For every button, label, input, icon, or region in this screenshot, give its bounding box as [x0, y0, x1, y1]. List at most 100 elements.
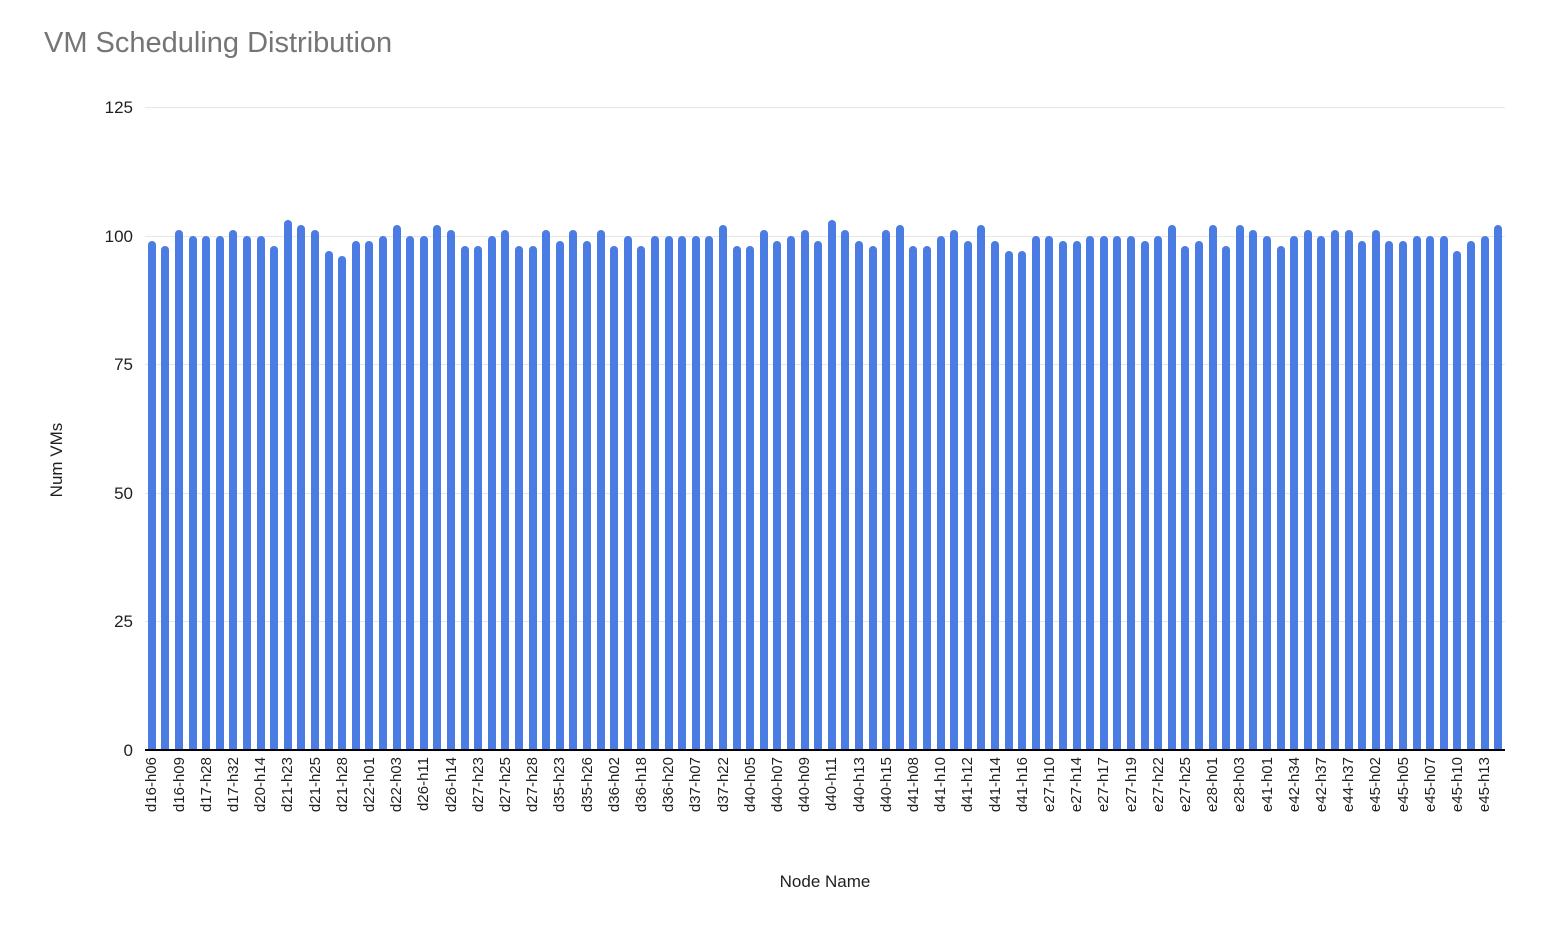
- bar[interactable]: [1276, 245, 1285, 750]
- bar[interactable]: [1494, 225, 1503, 750]
- bar[interactable]: [1004, 251, 1013, 750]
- bar[interactable]: [542, 230, 551, 750]
- bar[interactable]: [256, 235, 265, 750]
- bar[interactable]: [1086, 235, 1095, 750]
- bar[interactable]: [379, 235, 387, 750]
- bar[interactable]: [243, 235, 251, 750]
- bar[interactable]: [433, 225, 442, 750]
- bar[interactable]: [406, 235, 415, 750]
- bar[interactable]: [515, 245, 523, 750]
- bar[interactable]: [1399, 240, 1407, 750]
- bar[interactable]: [501, 230, 510, 750]
- bar[interactable]: [909, 245, 918, 750]
- bar[interactable]: [814, 240, 823, 750]
- bar[interactable]: [651, 235, 659, 750]
- bar[interactable]: [977, 225, 986, 750]
- bar[interactable]: [215, 235, 224, 750]
- bar[interactable]: [1385, 240, 1394, 750]
- bar[interactable]: [719, 225, 727, 750]
- bar[interactable]: [1181, 245, 1190, 750]
- bar[interactable]: [1249, 230, 1258, 750]
- bar[interactable]: [691, 235, 700, 750]
- bar[interactable]: [868, 245, 877, 750]
- bar[interactable]: [1426, 235, 1435, 750]
- bar[interactable]: [936, 235, 945, 750]
- bar[interactable]: [202, 235, 211, 750]
- bar[interactable]: [1222, 245, 1231, 750]
- bar[interactable]: [623, 235, 632, 750]
- bar[interactable]: [1467, 240, 1475, 750]
- bar[interactable]: [1358, 240, 1367, 750]
- bar[interactable]: [759, 230, 768, 750]
- bar[interactable]: [1031, 235, 1040, 750]
- bar[interactable]: [855, 240, 863, 750]
- bar[interactable]: [1140, 240, 1149, 750]
- bar[interactable]: [460, 245, 469, 750]
- bar[interactable]: [1127, 235, 1135, 750]
- bar[interactable]: [963, 240, 972, 750]
- bar[interactable]: [895, 225, 904, 750]
- bar[interactable]: [610, 245, 619, 750]
- bar[interactable]: [1439, 235, 1448, 750]
- bar[interactable]: [1303, 230, 1312, 750]
- bar[interactable]: [583, 240, 591, 750]
- bar[interactable]: [1290, 235, 1299, 750]
- bar[interactable]: [841, 230, 850, 750]
- bar[interactable]: [1317, 235, 1326, 750]
- bar[interactable]: [1263, 235, 1271, 750]
- bar[interactable]: [800, 230, 809, 750]
- bar[interactable]: [1072, 240, 1081, 750]
- bar[interactable]: [474, 245, 483, 750]
- bar[interactable]: [324, 251, 333, 750]
- bar[interactable]: [161, 245, 170, 750]
- bar[interactable]: [297, 225, 306, 750]
- bar[interactable]: [365, 240, 374, 750]
- bar[interactable]: [283, 220, 292, 750]
- bar[interactable]: [1099, 235, 1108, 750]
- bar[interactable]: [311, 230, 319, 750]
- bar[interactable]: [447, 230, 455, 750]
- bar[interactable]: [991, 240, 999, 750]
- bar[interactable]: [392, 225, 401, 750]
- bar[interactable]: [773, 240, 782, 750]
- bar[interactable]: [787, 235, 795, 750]
- bar[interactable]: [1045, 235, 1054, 750]
- bar[interactable]: [664, 235, 673, 750]
- bar[interactable]: [487, 235, 496, 750]
- bar[interactable]: [555, 240, 564, 750]
- bar[interactable]: [175, 230, 183, 750]
- bar[interactable]: [1208, 225, 1217, 750]
- bar[interactable]: [188, 235, 197, 750]
- bar[interactable]: [1371, 230, 1380, 750]
- bar[interactable]: [1480, 235, 1489, 750]
- bar[interactable]: [923, 245, 931, 750]
- bar[interactable]: [419, 235, 428, 750]
- bar[interactable]: [1331, 230, 1339, 750]
- bar[interactable]: [229, 230, 238, 750]
- bar[interactable]: [270, 245, 279, 750]
- bar[interactable]: [528, 245, 537, 750]
- bar[interactable]: [1154, 235, 1163, 750]
- bar[interactable]: [1344, 230, 1353, 750]
- bar[interactable]: [827, 220, 836, 750]
- bar[interactable]: [678, 235, 687, 750]
- bar[interactable]: [1113, 235, 1122, 750]
- bar[interactable]: [637, 245, 646, 750]
- bar[interactable]: [1059, 240, 1067, 750]
- bar[interactable]: [1018, 251, 1027, 750]
- bar[interactable]: [1412, 235, 1421, 750]
- bar[interactable]: [569, 230, 578, 750]
- bar[interactable]: [1167, 225, 1176, 750]
- bar[interactable]: [338, 256, 347, 750]
- bar[interactable]: [746, 245, 755, 750]
- bar[interactable]: [596, 230, 605, 750]
- bar[interactable]: [705, 235, 714, 750]
- bar[interactable]: [1453, 251, 1462, 750]
- bar[interactable]: [1235, 225, 1244, 750]
- bar[interactable]: [1195, 240, 1203, 750]
- bar[interactable]: [351, 240, 360, 750]
- bar[interactable]: [950, 230, 959, 750]
- bar[interactable]: [732, 245, 741, 750]
- bar[interactable]: [882, 230, 891, 750]
- bar[interactable]: [147, 240, 156, 750]
